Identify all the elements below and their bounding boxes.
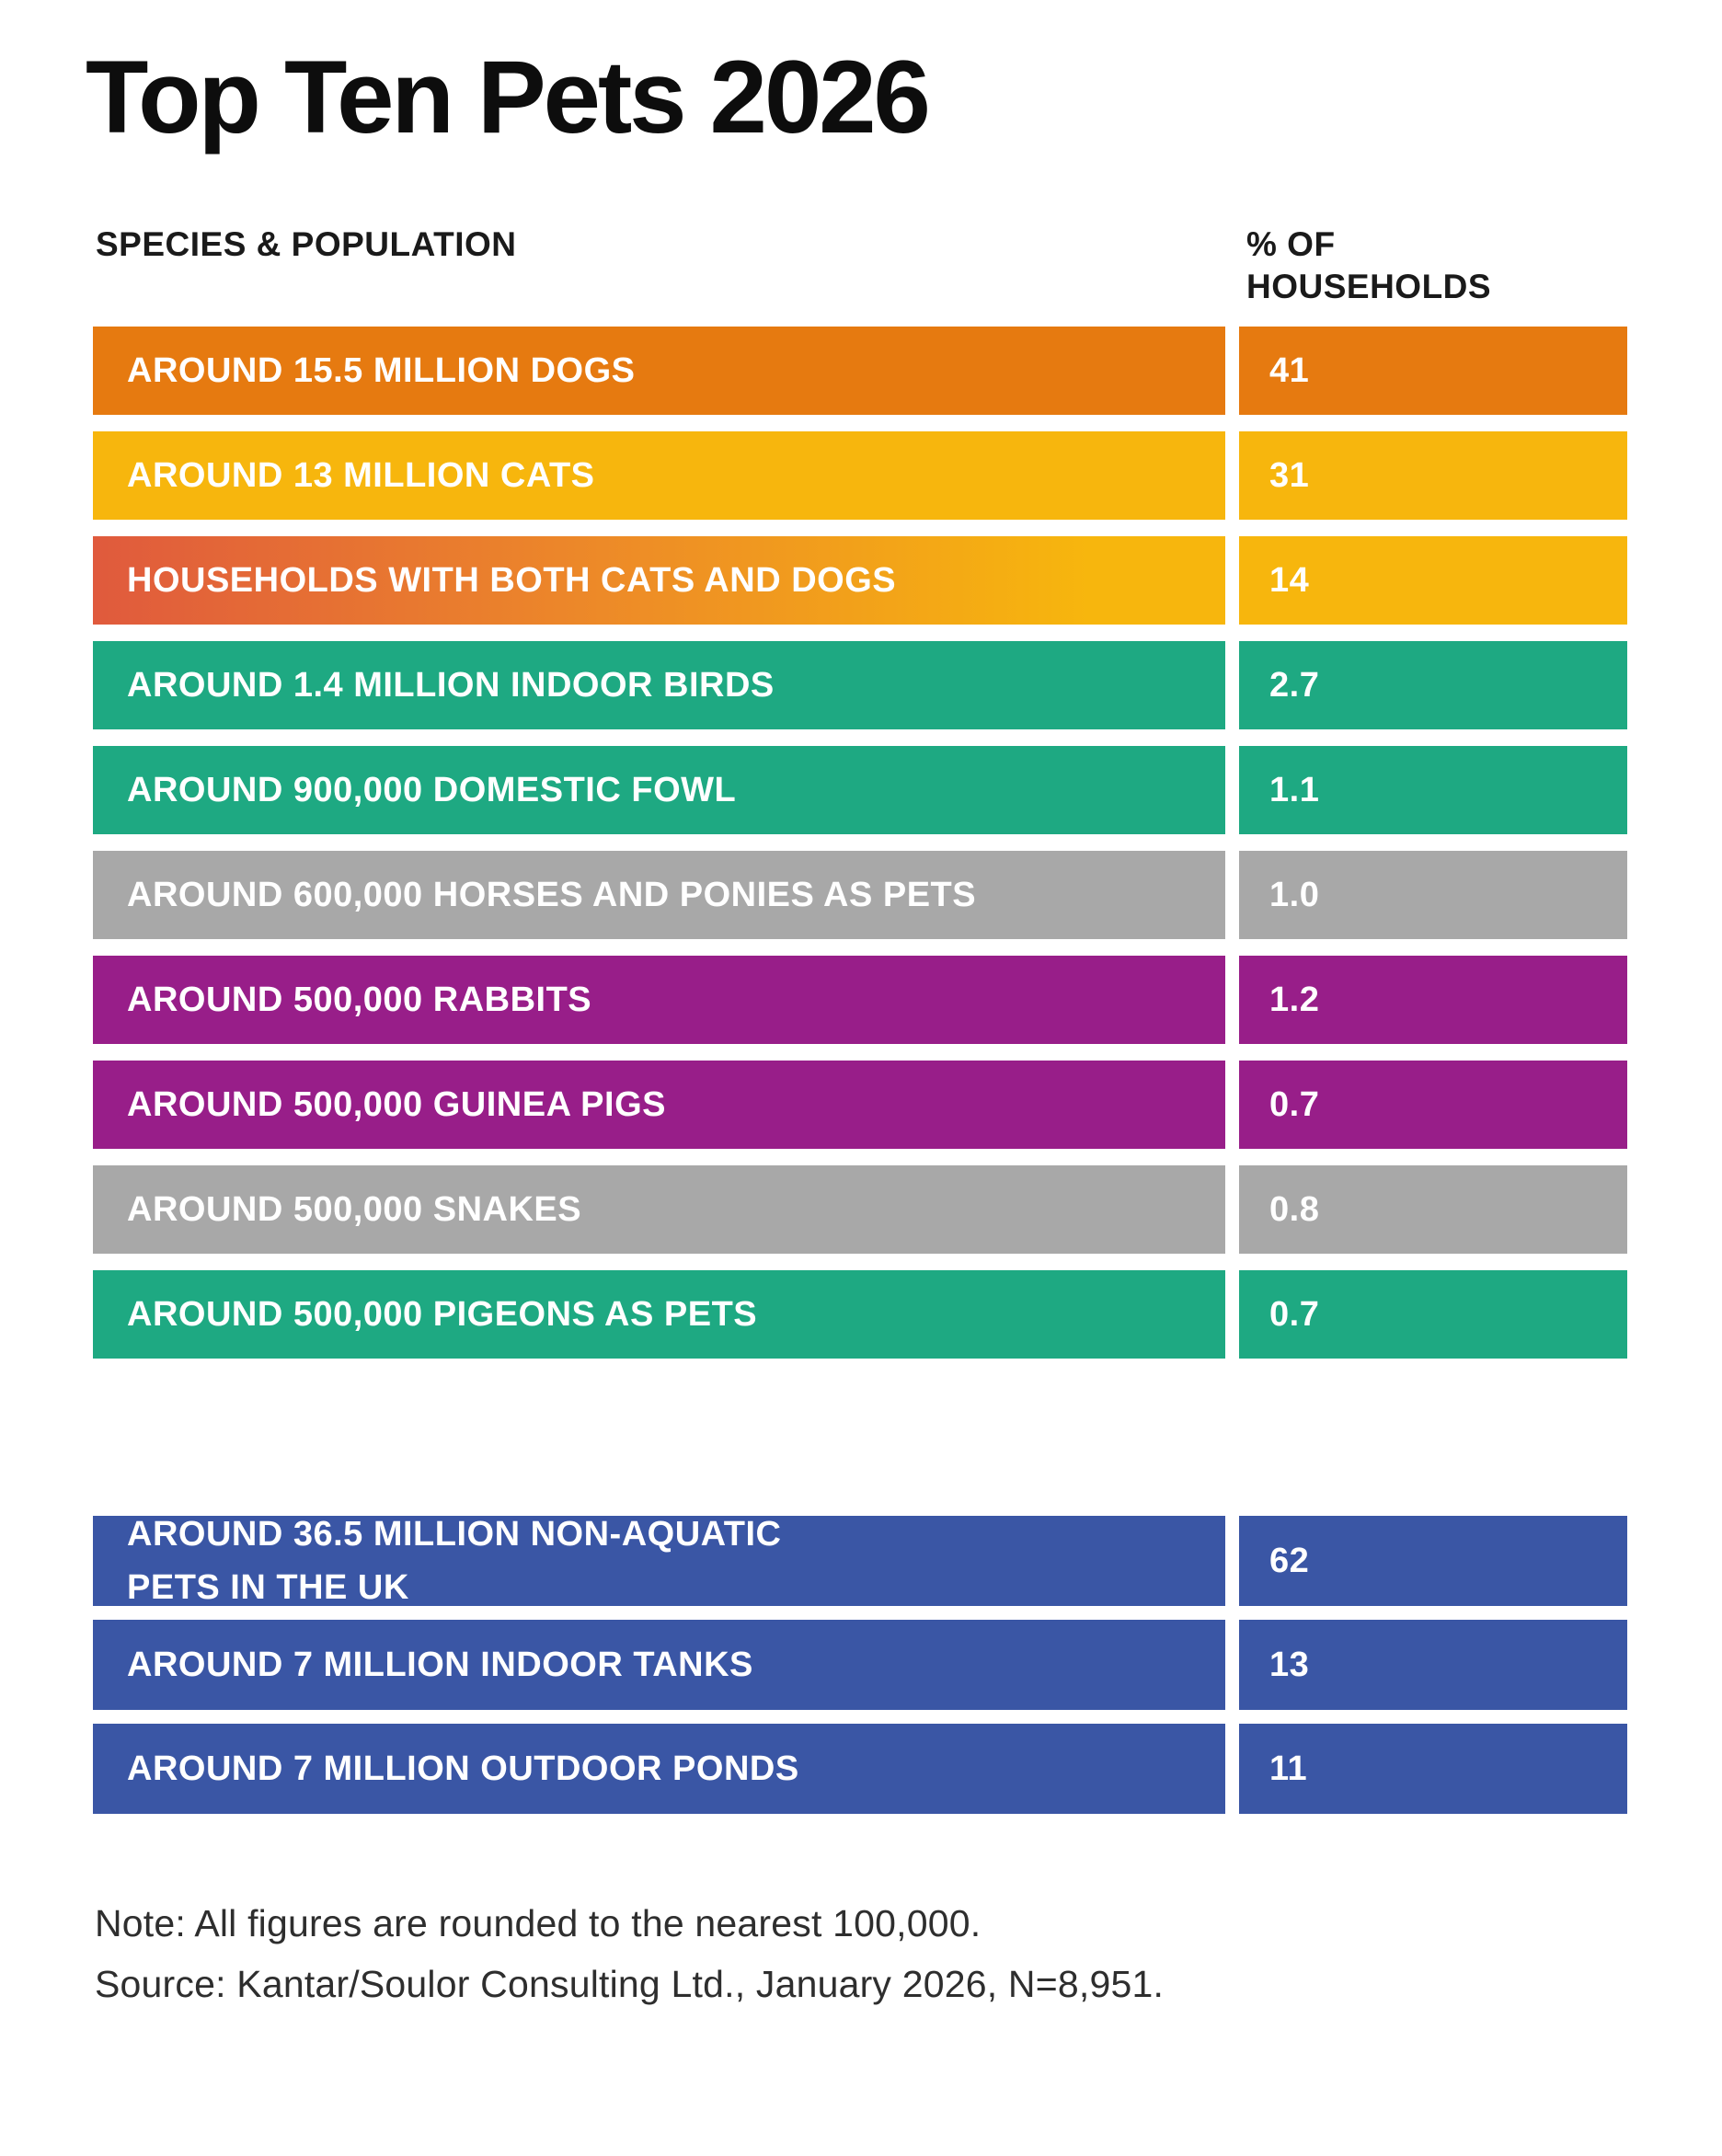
aquatic-row: AROUND 7 MILLION OUTDOOR PONDS 11: [93, 1724, 1627, 1814]
species-row: HOUSEHOLDS WITH BOTH CATS AND DOGS 14: [93, 536, 1627, 625]
row-label: AROUND 900,000 DOMESTIC FOWL: [93, 746, 1225, 834]
row-label: AROUND 7 MILLION OUTDOOR PONDS: [93, 1724, 1225, 1814]
species-row: AROUND 600,000 HORSES AND PONIES AS PETS…: [93, 851, 1627, 939]
row-value: 41: [1239, 327, 1627, 415]
row-value: 0.8: [1239, 1165, 1627, 1254]
species-row: AROUND 900,000 DOMESTIC FOWL 1.1: [93, 746, 1627, 834]
row-label: HOUSEHOLDS WITH BOTH CATS AND DOGS: [93, 536, 1225, 625]
row-value: 11: [1239, 1724, 1627, 1814]
row-value: 0.7: [1239, 1270, 1627, 1359]
species-row: AROUND 13 MILLION CATS 31: [93, 431, 1627, 520]
species-row: AROUND 1.4 MILLION INDOOR BIRDS 2.7: [93, 641, 1627, 729]
page-title: Top Ten Pets 2026: [86, 40, 931, 155]
species-row: AROUND 15.5 MILLION DOGS 41: [93, 327, 1627, 415]
row-value: 0.7: [1239, 1061, 1627, 1149]
row-value: 1.2: [1239, 956, 1627, 1044]
row-label: AROUND 500,000 RABBITS: [93, 956, 1225, 1044]
row-label: AROUND 600,000 HORSES AND PONIES AS PETS: [93, 851, 1225, 939]
row-label: AROUND 13 MILLION CATS: [93, 431, 1225, 520]
aquatic-table: AROUND 36.5 MILLION NON-AQUATIC PETS IN …: [93, 1515, 1627, 1828]
row-label: AROUND 15.5 MILLION DOGS: [93, 327, 1225, 415]
source-text: Source: Kantar/Soulor Consulting Ltd., J…: [95, 1963, 1165, 2005]
row-value: 13: [1239, 1620, 1627, 1710]
row-label: AROUND 500,000 SNAKES: [93, 1165, 1225, 1254]
species-row: AROUND 500,000 PIGEONS AS PETS 0.7: [93, 1270, 1627, 1359]
row-value: 2.7: [1239, 641, 1627, 729]
aquatic-row: AROUND 7 MILLION INDOOR TANKS 13: [93, 1620, 1627, 1710]
column-header-species: SPECIES & POPULATION: [96, 225, 517, 263]
row-value: 1.0: [1239, 851, 1627, 939]
row-label: AROUND 36.5 MILLION NON-AQUATIC PETS IN …: [93, 1515, 1225, 1607]
species-row: AROUND 500,000 RABBITS 1.2: [93, 956, 1627, 1044]
column-header-households: % OF HOUSEHOLDS: [1246, 225, 1492, 305]
aquatic-row: AROUND 36.5 MILLION NON-AQUATIC PETS IN …: [93, 1515, 1627, 1607]
row-label: AROUND 500,000 GUINEA PIGS: [93, 1061, 1225, 1149]
row-label: AROUND 7 MILLION INDOOR TANKS: [93, 1620, 1225, 1710]
column-headers: SPECIES & POPULATION % OF HOUSEHOLDS: [93, 224, 1627, 315]
row-value: 31: [1239, 431, 1627, 520]
row-label: AROUND 500,000 PIGEONS AS PETS: [93, 1270, 1225, 1359]
species-row: AROUND 500,000 GUINEA PIGS 0.7: [93, 1061, 1627, 1149]
note-text: Note: All figures are rounded to the nea…: [95, 1902, 982, 1944]
row-label: AROUND 1.4 MILLION INDOOR BIRDS: [93, 641, 1225, 729]
footer-notes: Note: All figures are rounded to the nea…: [95, 1893, 1164, 2014]
row-value: 14: [1239, 536, 1627, 625]
row-value: 62: [1239, 1516, 1627, 1606]
row-value: 1.1: [1239, 746, 1627, 834]
species-row: AROUND 500,000 SNAKES 0.8: [93, 1165, 1627, 1254]
species-table: AROUND 15.5 MILLION DOGS 41 AROUND 13 MILL…: [93, 327, 1627, 1375]
